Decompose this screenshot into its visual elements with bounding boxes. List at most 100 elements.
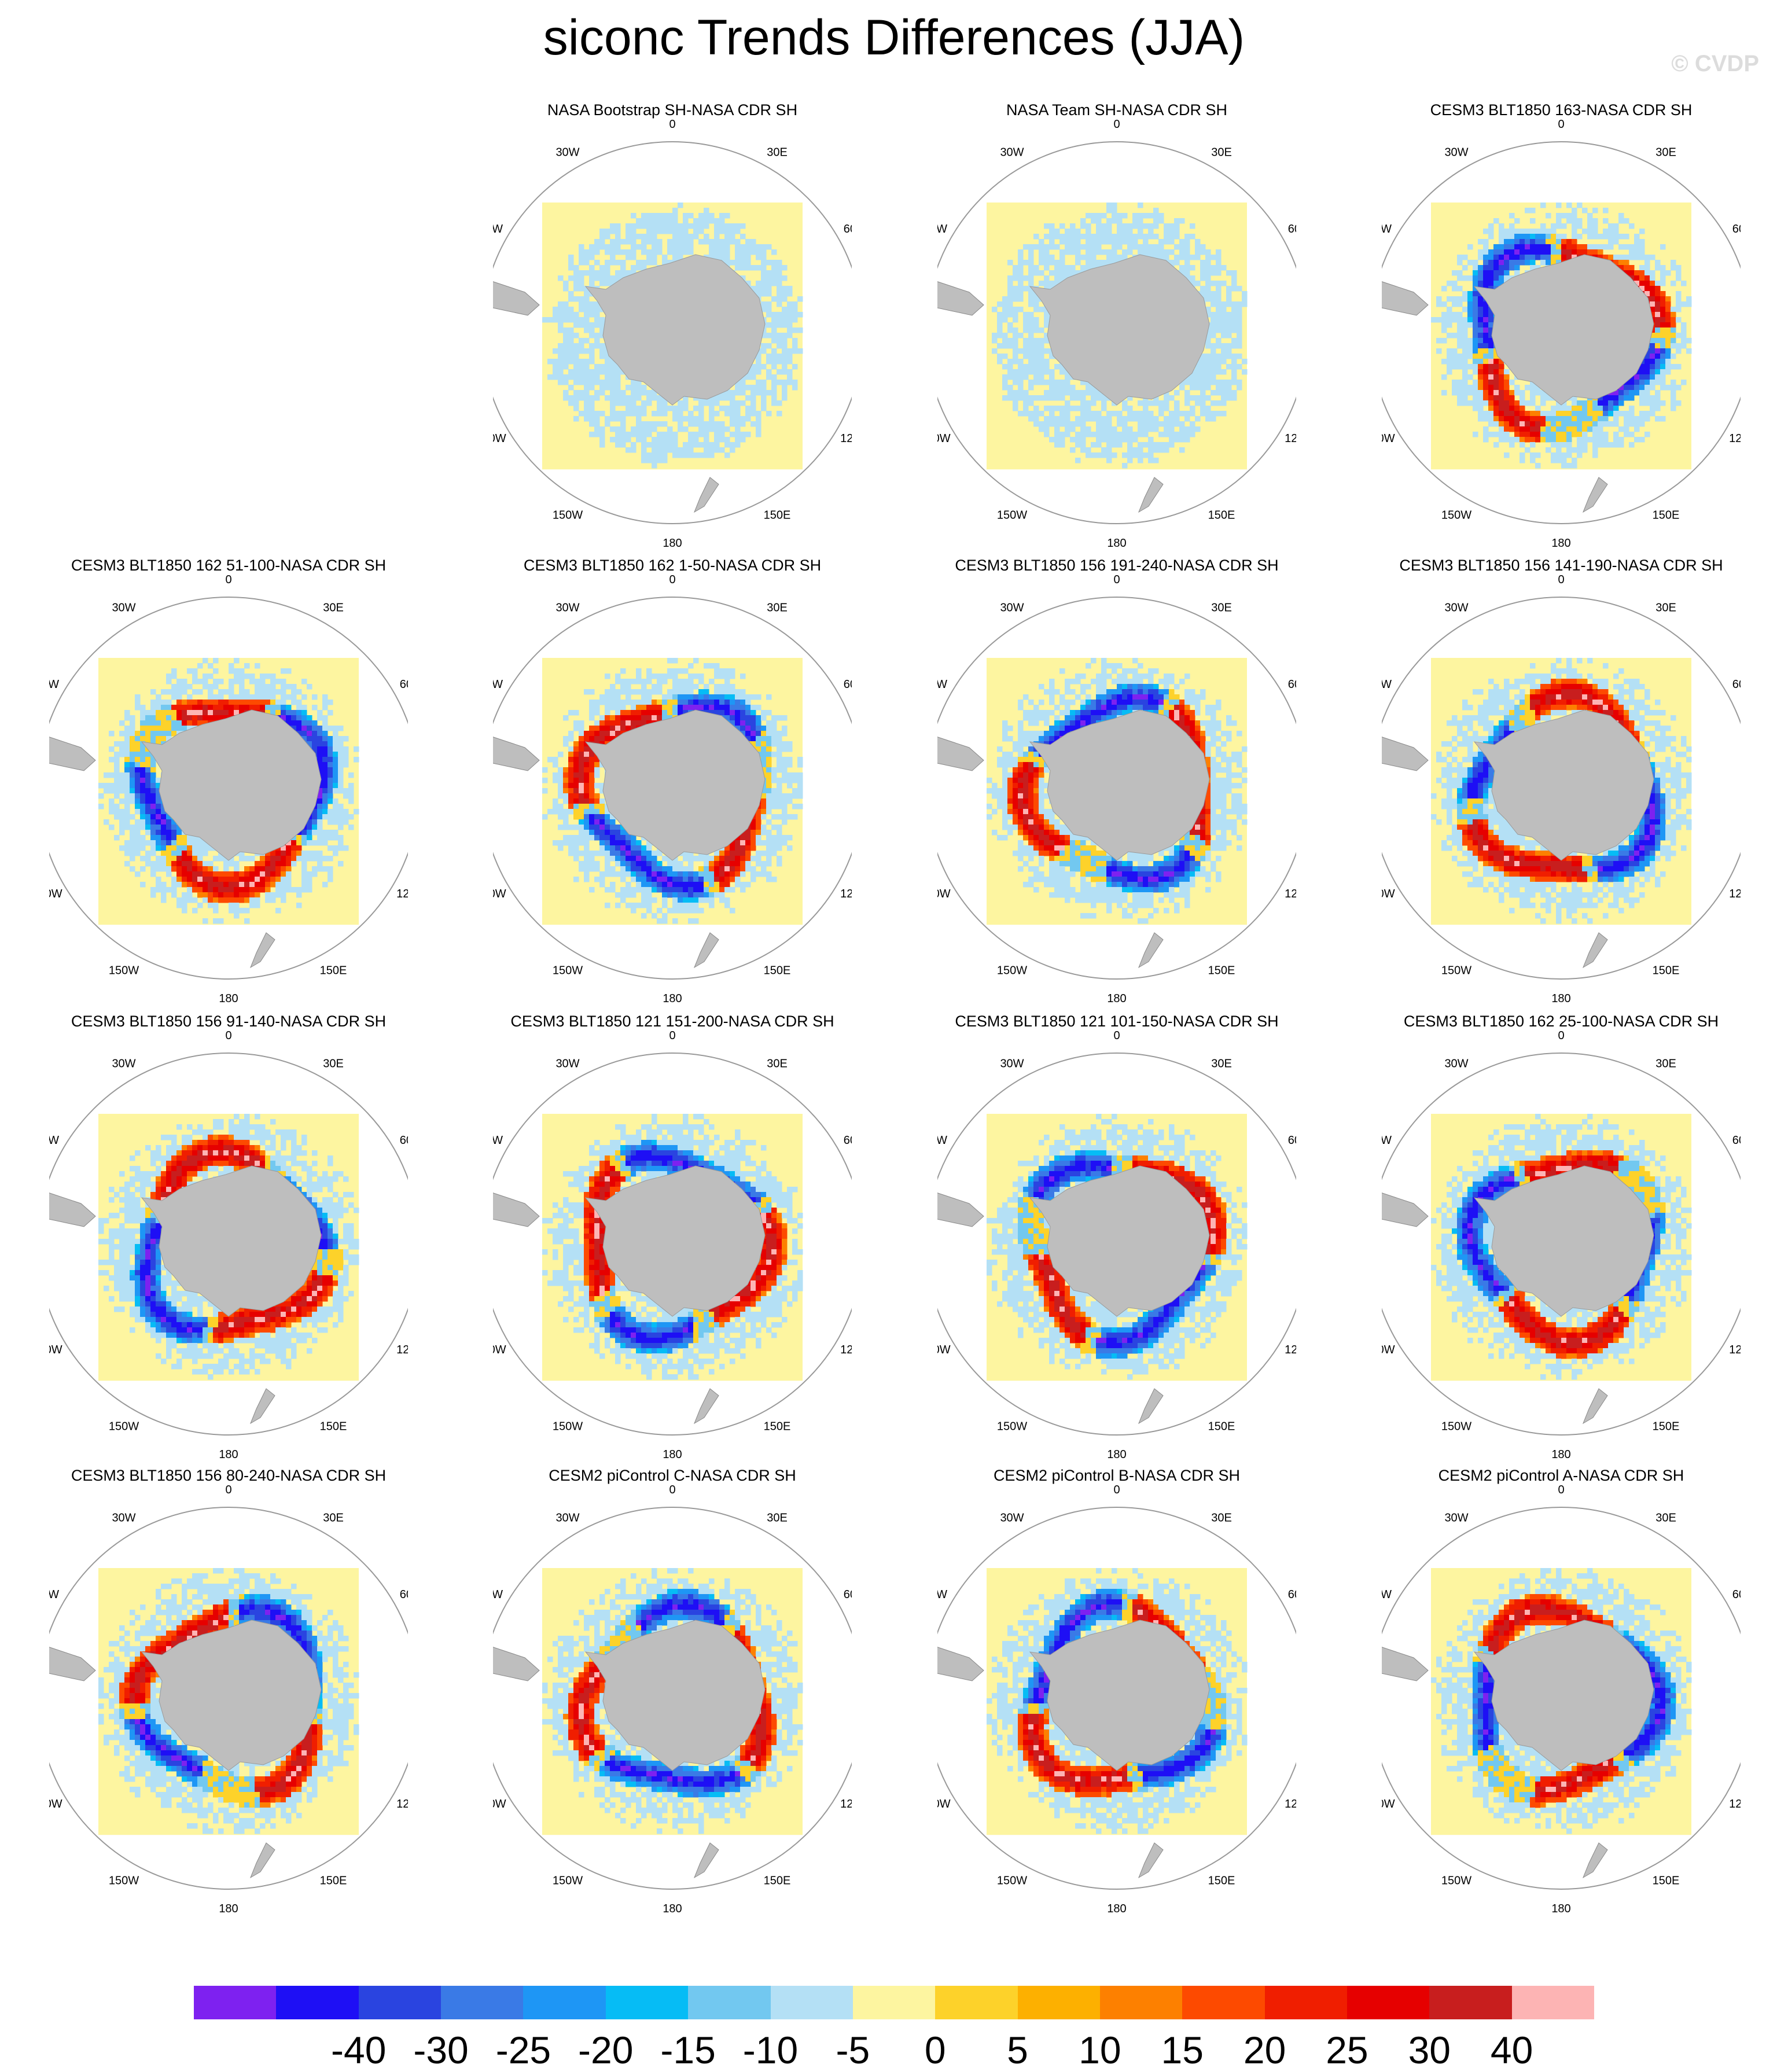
polar-stereographic-map: 030E60E90E120E150E180150W120W90W60W30W: [937, 574, 1296, 1014]
longitude-label: 30E: [767, 601, 788, 614]
longitude-label: 60W: [493, 678, 503, 691]
map-panel: CESM3 BLT1850 163-NASA CDR SH030E60E90E1…: [1382, 101, 1741, 558]
longitude-label: 120E: [1729, 1344, 1741, 1356]
new-zealand-landmass: [1139, 1389, 1163, 1423]
longitude-label: 0: [669, 574, 675, 586]
longitude-label: 60W: [937, 678, 947, 691]
colorbar-label: 20: [1243, 2028, 1286, 2072]
longitude-label: 60W: [493, 1134, 503, 1147]
map-panel: NASA Team SH-NASA CDR SH030E60E90E120E15…: [937, 101, 1296, 558]
longitude-label: 150E: [764, 965, 791, 977]
south-america-landmass: [1382, 1189, 1428, 1227]
map-panel: CESM2 piControl A-NASA CDR SH030E60E90E1…: [1382, 1467, 1741, 1924]
longitude-label: 60E: [844, 678, 852, 691]
map-panel: NASA Bootstrap SH-NASA CDR SH030E60E90E1…: [493, 101, 852, 558]
longitude-label: 150W: [553, 965, 583, 977]
longitude-label: 150W: [1441, 1875, 1471, 1887]
longitude-label: 180: [1107, 1902, 1126, 1915]
new-zealand-landmass: [251, 1843, 275, 1878]
colorbar-label: -5: [836, 2028, 870, 2072]
longitude-label: 0: [225, 574, 231, 586]
new-zealand-landmass: [1139, 477, 1163, 512]
new-zealand-landmass: [694, 477, 719, 512]
polar-stereographic-map: 030E60E90E120E150E180150W120W90W60W30W: [49, 1484, 408, 1924]
new-zealand-landmass: [251, 1389, 275, 1423]
longitude-label: 0: [1113, 1030, 1120, 1042]
map-panel: CESM2 piControl C-NASA CDR SH030E60E90E1…: [493, 1467, 852, 1924]
new-zealand-landmass: [1583, 1843, 1607, 1878]
colorbar-swatch: [359, 1986, 441, 2019]
colorbar-label: 10: [1079, 2028, 1121, 2072]
new-zealand-landmass: [694, 1389, 719, 1423]
panel-title: CESM3 BLT1850 162 1-50-NASA CDR SH: [493, 557, 852, 575]
longitude-label: 60E: [400, 1134, 408, 1147]
polar-stereographic-map: 030E60E90E120E150E180150W120W90W60W30W: [49, 574, 408, 1014]
longitude-label: 30E: [1655, 601, 1676, 614]
colorbar-swatch: [276, 1986, 358, 2019]
longitude-label: 150W: [109, 965, 139, 977]
longitude-label: 120W: [1382, 432, 1395, 445]
longitude-label: 120E: [1285, 888, 1296, 900]
panel-title: CESM2 piControl C-NASA CDR SH: [493, 1467, 852, 1485]
new-zealand-landmass: [1583, 1389, 1607, 1423]
longitude-label: 150E: [320, 965, 347, 977]
longitude-label: 0: [1113, 574, 1120, 586]
south-america-landmass: [49, 733, 95, 771]
longitude-label: 30W: [112, 1511, 135, 1524]
south-america-landmass: [937, 1189, 984, 1227]
longitude-label: 60W: [1382, 1588, 1392, 1601]
colorbar-label: -15: [660, 2028, 715, 2072]
longitude-label: 180: [1551, 992, 1570, 1005]
south-america-landmass: [937, 278, 984, 315]
longitude-label: 150E: [1653, 509, 1680, 522]
south-america-landmass: [49, 1189, 95, 1227]
longitude-label: 150E: [764, 1875, 791, 1887]
longitude-label: 180: [663, 1902, 682, 1915]
longitude-label: 150E: [1653, 1875, 1680, 1887]
new-zealand-landmass: [694, 1843, 719, 1878]
south-america-landmass: [493, 1643, 539, 1681]
longitude-label: 120W: [937, 1344, 951, 1356]
longitude-label: 0: [1113, 1484, 1120, 1496]
new-zealand-landmass: [1139, 1843, 1163, 1878]
longitude-label: 120E: [1729, 432, 1741, 445]
longitude-label: 30W: [1444, 146, 1468, 159]
panel-title: CESM3 BLT1850 163-NASA CDR SH: [1382, 101, 1741, 119]
longitude-label: 180: [663, 992, 682, 1005]
south-america-landmass: [937, 733, 984, 771]
longitude-label: 180: [1107, 1448, 1126, 1461]
longitude-label: 30W: [1000, 146, 1024, 159]
polar-stereographic-map: 030E60E90E120E150E180150W120W90W60W30W: [1382, 1484, 1741, 1924]
colorbar-label: 5: [1007, 2028, 1028, 2072]
figure-title: siconc Trends Differences (JJA): [0, 9, 1788, 67]
panel-title: CESM2 piControl A-NASA CDR SH: [1382, 1467, 1741, 1485]
polar-stereographic-map: 030E60E90E120E150E180150W120W90W60W30W: [1382, 119, 1741, 558]
longitude-label: 60W: [1382, 678, 1392, 691]
longitude-label: 30W: [555, 146, 579, 159]
colorbar-swatch: [194, 1986, 276, 2019]
panel-title: CESM3 BLT1850 121 151-200-NASA CDR SH: [493, 1013, 852, 1031]
longitude-label: 150W: [997, 1875, 1027, 1887]
longitude-label: 60E: [1288, 1588, 1296, 1601]
map-panel: CESM3 BLT1850 162 1-50-NASA CDR SH0 30E 60…: [493, 557, 852, 1014]
longitude-label: 60E: [1288, 1134, 1296, 1147]
longitude-label: 60W: [937, 1134, 947, 1147]
panel-title: NASA Team SH-NASA CDR SH: [937, 101, 1296, 119]
longitude-label: 120W: [493, 1798, 506, 1810]
longitude-label: 30E: [767, 146, 788, 159]
new-zealand-landmass: [1139, 933, 1163, 967]
panel-title: CESM3 BLT1850 162 25-100-NASA CDR SH: [1382, 1013, 1741, 1031]
longitude-label: 150E: [764, 1420, 791, 1433]
panel-title: CESM3 BLT1850 156 141-190-NASA CDR SH: [1382, 557, 1741, 575]
longitude-label: 0: [669, 1484, 675, 1496]
longitude-label: 60W: [49, 678, 59, 691]
panel-title: CESM3 BLT1850 121 101-150-NASA CDR SH: [937, 1013, 1296, 1031]
longitude-label: 150E: [320, 1420, 347, 1433]
polar-stereographic-map: 030E60E90E120E150E180150W120W90W60W30W: [493, 1030, 852, 1470]
longitude-label: 180: [1107, 537, 1126, 550]
longitude-label: 180: [219, 992, 238, 1005]
longitude-label: 60E: [1732, 1588, 1741, 1601]
